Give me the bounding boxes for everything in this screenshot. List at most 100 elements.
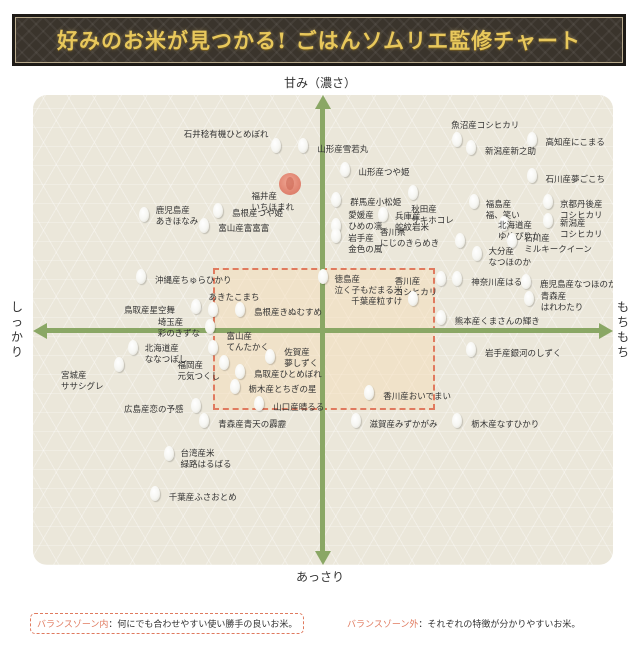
rice-grain-icon <box>331 191 342 207</box>
rice-grain-icon <box>435 310 446 326</box>
rice-variety-label: 山形産つや姫 <box>358 168 410 179</box>
rice-variety-label: 香川産おいでまい <box>383 391 451 402</box>
rice-grain-icon <box>408 185 419 201</box>
rice-grain-icon <box>207 340 218 356</box>
legend-outside-text: ：それぞれの特徴が分かりやすいお米。 <box>418 620 581 630</box>
rice-variety-label: 京都丹後産 コシヒカリ <box>560 199 603 221</box>
rice-grain-icon <box>204 318 215 334</box>
highlighted-rice-grain-icon <box>278 173 301 196</box>
rice-variety-label: 鹿児島産なつほのか <box>540 280 613 291</box>
rice-grain-icon <box>229 378 240 394</box>
rice-variety-label: 山形産雪若丸 <box>317 144 369 155</box>
rice-variety-label: 広島産恋の予感 <box>124 404 184 415</box>
rice-variety-label: 青森産 はれわたり <box>540 292 584 314</box>
rice-grain-icon <box>452 131 463 147</box>
rice-grain-icon <box>114 357 124 373</box>
rice-variety-label: 山口産晴るる <box>273 402 325 413</box>
rice-variety-label: 北海道産 ゆめぴりか <box>498 221 541 242</box>
rice-grain-icon <box>452 271 463 287</box>
rice-grain-icon <box>127 340 138 356</box>
title-banner: 好みのお米が見つかる! ごはんソムリエ監修チャート <box>12 14 626 66</box>
rice-variety-label: 北海道産 ななつぼし <box>144 343 188 365</box>
rice-variety-label: 石井稔有機ひとめぼれ <box>183 129 269 140</box>
rice-variety-label: 愛媛産 ひめの凛 <box>348 211 383 233</box>
rice-variety-label: 高知産にこまる <box>545 138 605 149</box>
rice-variety-label: 兵庫産 蛇紋岩米 <box>395 212 430 234</box>
rice-variety-label: 栃木産なすひかり <box>471 419 540 430</box>
rice-grain-icon <box>213 202 223 218</box>
rice-grain-icon <box>163 445 174 461</box>
title-banner-inner: 好みのお米が見つかる! ごはんソムリエ監修チャート <box>15 17 623 63</box>
rice-variety-label: 富山産 てんたかく <box>226 331 270 353</box>
rice-variety-label: 福井産 いちほまれ <box>251 192 295 214</box>
rice-grain-icon <box>435 271 446 287</box>
legend-inside-text: ：何にでも合わせやすい使い勝手の良いお米。 <box>108 620 298 630</box>
rice-variety-label: 神奈川産はるみ <box>471 277 531 288</box>
rice-grain-icon <box>191 398 201 414</box>
rice-variety-label: 宮城産 ササシグレ <box>61 370 104 392</box>
rice-grain-icon <box>339 161 350 177</box>
rice-grain-icon <box>191 299 201 315</box>
legend-inside-zone: バランスゾーン内：何にでも合わせやすい使い勝手の良いお米。 <box>30 613 305 634</box>
page-title: 好みのお米が見つかる! ごはんソムリエ監修チャート <box>57 28 581 53</box>
axis-label-bottom: あっさり <box>295 570 344 584</box>
rice-variety-label: 滋賀産みずかがみ <box>369 419 438 430</box>
rice-grain-icon <box>254 396 265 412</box>
rice-grain-icon <box>199 413 210 429</box>
rice-grain-icon <box>350 413 361 429</box>
rice-variety-label: 鳥取産星空舞 <box>124 305 176 316</box>
rice-variety-label: 鹿児島産 あきほなみ <box>155 206 199 228</box>
rice-grain-icon <box>331 228 342 244</box>
arrow-right-icon <box>599 323 613 339</box>
rice-variety-label: 千葉産粒すけ <box>351 297 403 308</box>
rice-variety-label: 福岡産 元気つくし <box>177 360 221 382</box>
rice-variety-label: 徳島産 泣く子もだまる米 <box>334 274 403 296</box>
rice-grain-icon <box>526 131 537 147</box>
rice-variety-label: 青森産青天の霹靂 <box>218 419 287 430</box>
rice-variety-label: 秋田産 サキホコレ <box>411 204 454 226</box>
rice-variety-label: 岩手産 金色の風 <box>348 233 383 255</box>
rice-grain-icon <box>466 140 476 156</box>
arrow-up-icon <box>315 95 331 109</box>
rice-variety-label: 群馬産小松姫 <box>350 198 402 209</box>
rice-grain-icon <box>235 301 245 317</box>
legend-outside-key: バランスゾーン外 <box>347 620 419 630</box>
rice-variety-label: 鳥取産ひとめぼれ <box>254 370 322 381</box>
rice-grain-icon <box>507 232 518 248</box>
legend-inside-key: バランスゾーン内 <box>37 620 109 630</box>
rice-variety-label: 新潟産 コシヒカリ <box>560 218 603 240</box>
rice-variety-label: 沖縄産ちゅらひかり <box>155 275 232 286</box>
rice-variety-label: 石川産夢ごこち <box>545 174 606 185</box>
rice-variety-label: 島根産つや姫 <box>232 209 284 220</box>
rice-grain-icon <box>378 206 388 222</box>
rice-grain-icon <box>265 348 276 364</box>
chart-panel: 石井稔有機ひとめぼれ山形産雪若丸山形産つや姫福井産 いちほまれ 群馬産小松姫鹿児島産… <box>33 95 613 565</box>
arrow-down-icon <box>315 551 331 565</box>
axis-label-right: もちもち <box>616 300 629 359</box>
rice-variety-label: 富山産富富富 <box>218 224 270 235</box>
rice-variety-label: 台湾産米 緑路はるばる <box>180 449 232 471</box>
rice-grain-icon <box>543 194 553 209</box>
rice-variety-label: 千葉産ふさおとめ <box>168 492 237 503</box>
rice-grain-icon <box>218 355 229 371</box>
rice-grain-icon <box>364 385 375 401</box>
rice-variety-label: 埼玉産 彩のきずな <box>157 318 200 340</box>
rice-variety-label: 大分産 なつほのか <box>488 247 532 269</box>
rice-grain-icon <box>298 138 309 154</box>
rice-variety-label: 島根産きぬむすめ <box>254 308 323 318</box>
rice-grain-icon <box>317 269 328 285</box>
rice-variety-label: 新潟産新之助 <box>485 146 537 157</box>
rice-grain-icon <box>526 168 537 184</box>
rice-grain-icon <box>138 206 149 222</box>
rice-grain-icon <box>499 215 509 231</box>
rice-variety-label: 香川県 にじのきらめき <box>380 228 440 250</box>
axis-label-left: しっかり <box>10 300 23 359</box>
rice-variety-label: 魚沼産コシヒカリ <box>451 121 520 132</box>
rice-variety-label: 熊本産くまさんの輝き <box>454 316 540 327</box>
rice-grain-icon <box>523 290 534 306</box>
rice-grain-icon <box>455 232 465 248</box>
rice-variety-label: 佐賀産 夢しずく <box>284 348 319 370</box>
rice-grain-icon <box>149 486 160 502</box>
rice-variety-label: 栃木産とちぎの星 <box>248 385 317 396</box>
rice-variety-label: 石川産 ミルキークイーン <box>524 234 592 256</box>
